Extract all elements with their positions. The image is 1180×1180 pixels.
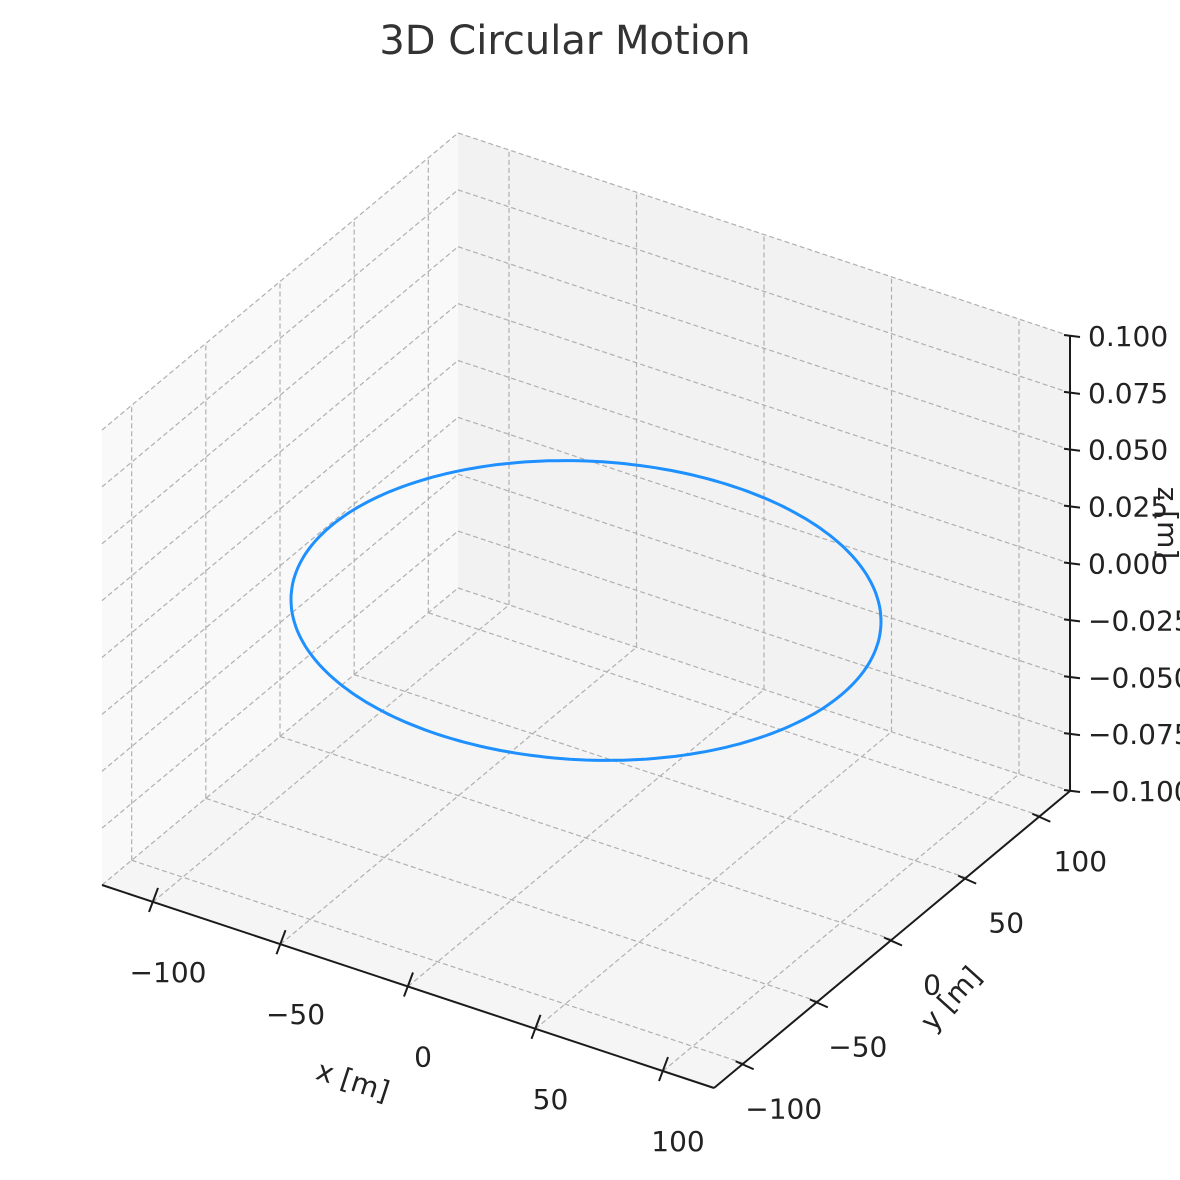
grid-line-back-z xyxy=(457,359,1071,565)
y-tick-mark xyxy=(809,998,829,1009)
grid-line-floor-x xyxy=(662,773,1020,1072)
z-axis-label: z [m] xyxy=(1151,487,1180,560)
grid-line-floor-y xyxy=(205,797,819,1002)
grid-line-left-z xyxy=(101,246,459,545)
grid-line-back-z xyxy=(457,132,1071,337)
y-tick-label: −50 xyxy=(828,1030,887,1063)
grid-line-back-z xyxy=(457,189,1071,394)
y-tick-label: 100 xyxy=(1054,845,1107,878)
x-tick-mark xyxy=(658,1056,669,1082)
x-tick-label: 50 xyxy=(533,1083,569,1116)
grid-line-left-z xyxy=(101,587,459,886)
z-tick-mark xyxy=(1063,561,1081,566)
z-tick-label: −0.100 xyxy=(1088,775,1180,808)
z-tick-mark xyxy=(1063,618,1081,623)
z-tick-mark xyxy=(1063,334,1081,338)
chart-title: 3D Circular Motion xyxy=(379,18,750,64)
grid-line-left-z xyxy=(101,189,459,488)
grid-line-back-z xyxy=(457,303,1071,508)
x-tick-label: 100 xyxy=(651,1125,704,1158)
z-tick-label: −0.050 xyxy=(1088,661,1180,694)
grid-line-left-z xyxy=(101,473,459,772)
grid-line-left-z xyxy=(101,416,459,715)
z-tick-mark xyxy=(1063,789,1081,793)
grid-line-floor-x xyxy=(280,646,637,945)
x-tick-mark xyxy=(148,887,159,913)
z-tick-mark xyxy=(1063,504,1081,509)
z-tick-mark xyxy=(1063,390,1081,395)
grid-line-back-z xyxy=(457,530,1071,735)
y-tick-mark xyxy=(1031,812,1051,823)
x-tick-mark xyxy=(530,1014,542,1040)
x-tick-mark xyxy=(403,972,414,997)
grid-line-left-z xyxy=(101,360,459,658)
grid-line-left-z xyxy=(101,530,459,829)
z-tick-label: 0.075 xyxy=(1088,377,1168,410)
grid-line-floor-y xyxy=(279,735,893,941)
y-tick-mark xyxy=(883,936,903,947)
z-tick-label: −0.075 xyxy=(1088,718,1180,751)
grid-lines xyxy=(101,132,1071,1072)
y-tick-mark xyxy=(735,1060,755,1071)
grid-line-floor-y xyxy=(131,859,744,1064)
x-tick-label: −50 xyxy=(266,998,325,1031)
y-tick-label: 0 xyxy=(923,969,941,1002)
grid-line-floor-x xyxy=(407,689,765,987)
z-tick-mark xyxy=(1063,675,1081,680)
z-tick-label: 0.050 xyxy=(1088,434,1168,467)
x-axis-label: x [m] xyxy=(312,1054,393,1108)
z-tick-label: 0.025 xyxy=(1088,491,1168,524)
grid-line-floor-x xyxy=(152,604,510,903)
x-tick-label: 0 xyxy=(414,1041,432,1074)
grid-line-floor-y xyxy=(353,674,967,879)
tick-labels: −100−50050100−100−50050100−0.100−0.075−0… xyxy=(130,320,1180,1158)
y-tick-mark xyxy=(957,874,977,885)
grid-line-left-z xyxy=(101,132,459,431)
grid-line-left-z xyxy=(101,303,459,602)
x-tick-mark xyxy=(275,929,287,955)
grid-line-back-z xyxy=(457,416,1071,621)
series-line-circle xyxy=(289,459,883,762)
z-tick-mark xyxy=(1063,447,1081,452)
grid-line-floor-y xyxy=(428,612,1041,817)
grid-line-back-z xyxy=(457,587,1071,792)
y-tick-label: −100 xyxy=(745,1092,822,1125)
grid-line-back-z xyxy=(457,473,1071,678)
z-tick-label: −0.025 xyxy=(1088,604,1180,637)
grid-line-back-z xyxy=(457,246,1071,451)
z-tick-label: 0.100 xyxy=(1088,320,1168,353)
y-axis-line xyxy=(713,790,1071,1089)
y-tick-label: 50 xyxy=(988,907,1024,940)
z-tick-label: 0.000 xyxy=(1088,548,1168,581)
z-tick-mark xyxy=(1063,732,1081,737)
grid-line-floor-x xyxy=(535,731,892,1030)
x-tick-label: −100 xyxy=(130,956,207,989)
